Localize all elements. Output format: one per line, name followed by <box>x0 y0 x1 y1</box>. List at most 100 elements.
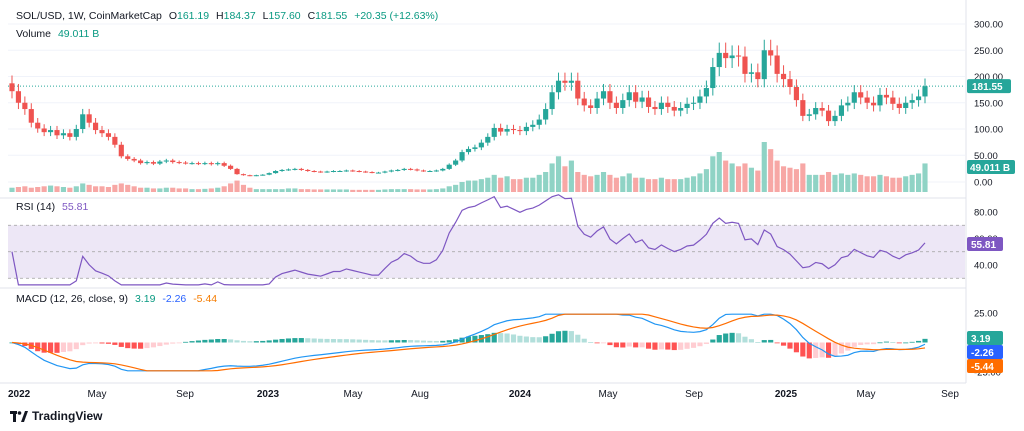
grid <box>0 0 967 384</box>
price-tick-label: 250.00 <box>974 46 1003 57</box>
macd-histogram-bar <box>247 341 253 343</box>
candle-body <box>639 97 645 102</box>
rsi-value: 55.81 <box>62 201 89 213</box>
volume-bar <box>363 189 369 192</box>
candle-body <box>568 80 574 83</box>
macd-histogram-bar <box>253 341 259 343</box>
candle-body <box>896 103 902 108</box>
candle-body <box>870 102 877 106</box>
volume-bar <box>228 183 234 192</box>
macd-histogram-bar <box>697 342 703 347</box>
macd-histogram-bar <box>414 340 420 343</box>
rsi-legend: RSI (14) 55.81 <box>16 201 92 213</box>
volume-bar <box>337 189 343 192</box>
macd-histogram-bar <box>825 342 832 358</box>
rsi-tick-label: 80.00 <box>974 208 998 219</box>
macd-histogram-bar <box>703 342 709 344</box>
candle-body <box>208 163 214 165</box>
candle-body <box>536 119 542 125</box>
volume-legend: Volume 49.011 B <box>16 28 103 40</box>
candle-body <box>652 106 658 110</box>
volume-bar <box>838 173 844 192</box>
candle-body <box>356 171 362 172</box>
macd-histogram-bar <box>575 334 581 343</box>
candle-body <box>22 102 28 110</box>
volume-bar <box>870 176 877 192</box>
macd-histogram-bar <box>633 342 639 348</box>
candle-body <box>729 55 735 59</box>
volume-bars <box>9 142 928 192</box>
volume-bar <box>787 167 793 192</box>
volume-bar <box>478 179 484 192</box>
volume-bar <box>620 176 626 192</box>
candle-body <box>806 114 812 116</box>
volume-bar <box>208 188 214 192</box>
volume-bar <box>80 183 86 192</box>
candle-body <box>260 174 266 176</box>
macd-histogram-bar <box>350 339 356 343</box>
time-tick-label: May <box>88 389 107 400</box>
macd-histogram-bar <box>215 339 221 343</box>
price-tag <box>967 79 1011 94</box>
macd-histogram-bar <box>620 342 626 348</box>
macd-histogram-bar <box>369 340 375 343</box>
signal-line <box>11 313 926 372</box>
macd-histogram-bar <box>131 342 137 349</box>
volume-label: Volume <box>16 28 52 40</box>
price-tick-label: 50.00 <box>974 151 998 162</box>
candle-body <box>80 114 86 129</box>
macd-histogram-bar <box>813 342 819 358</box>
candle-body <box>298 168 304 170</box>
macd-histogram-bar <box>202 339 208 343</box>
volume-bar <box>395 189 401 192</box>
macd-histogram-bar <box>626 342 632 347</box>
macd-histogram-bar <box>735 333 742 343</box>
candle-body <box>581 98 587 106</box>
candle-body <box>903 102 909 108</box>
candle-body <box>716 52 722 68</box>
price-tick-label: 150.00 <box>974 98 1003 109</box>
candle-body <box>183 162 189 164</box>
macd-histogram-bar <box>549 333 555 343</box>
candle-body <box>832 115 838 122</box>
low-key: L <box>262 10 269 22</box>
macd-signal-value: -2.26 <box>162 293 187 305</box>
volume-bar <box>703 169 709 192</box>
macd-histogram-bar <box>144 342 150 349</box>
volume-bar <box>626 173 632 192</box>
macd-histogram-bar <box>755 342 761 343</box>
candle-body <box>285 169 292 171</box>
candle-body <box>684 103 690 108</box>
macd-histogram-bar <box>678 342 684 350</box>
candle-body <box>369 172 375 174</box>
candle-body <box>228 165 234 169</box>
price-tag-label: 181.55 <box>972 82 1003 93</box>
candle-body <box>793 87 799 101</box>
candle-body <box>838 105 844 116</box>
macd-histogram-bar <box>395 340 401 343</box>
volume-bar <box>131 186 137 192</box>
candle-body <box>607 91 613 103</box>
candle-body <box>768 50 774 56</box>
volume-bar <box>163 187 169 192</box>
volume-bar <box>510 179 517 192</box>
macd-histogram-bar <box>915 340 922 343</box>
macd-histogram-bar <box>536 337 542 343</box>
candle-body <box>883 94 889 98</box>
macd-histogram-bar <box>832 342 838 357</box>
candle-body <box>478 142 484 148</box>
time-tick-label: 2023 <box>257 389 280 400</box>
macd-histogram-bar <box>86 342 92 344</box>
candle-body <box>150 162 157 164</box>
macd-histogram-bar <box>228 339 234 343</box>
macd-histogram-bar <box>607 342 613 346</box>
candle-body <box>189 163 195 165</box>
time-tick-label: 2025 <box>775 389 798 400</box>
volume-bar <box>382 189 388 192</box>
macd-histogram-bar <box>710 339 716 343</box>
candle-body <box>157 161 163 164</box>
candle-body <box>202 163 208 165</box>
volume-bar <box>388 189 394 192</box>
tradingview-brand[interactable]: TradingView <box>10 409 102 423</box>
